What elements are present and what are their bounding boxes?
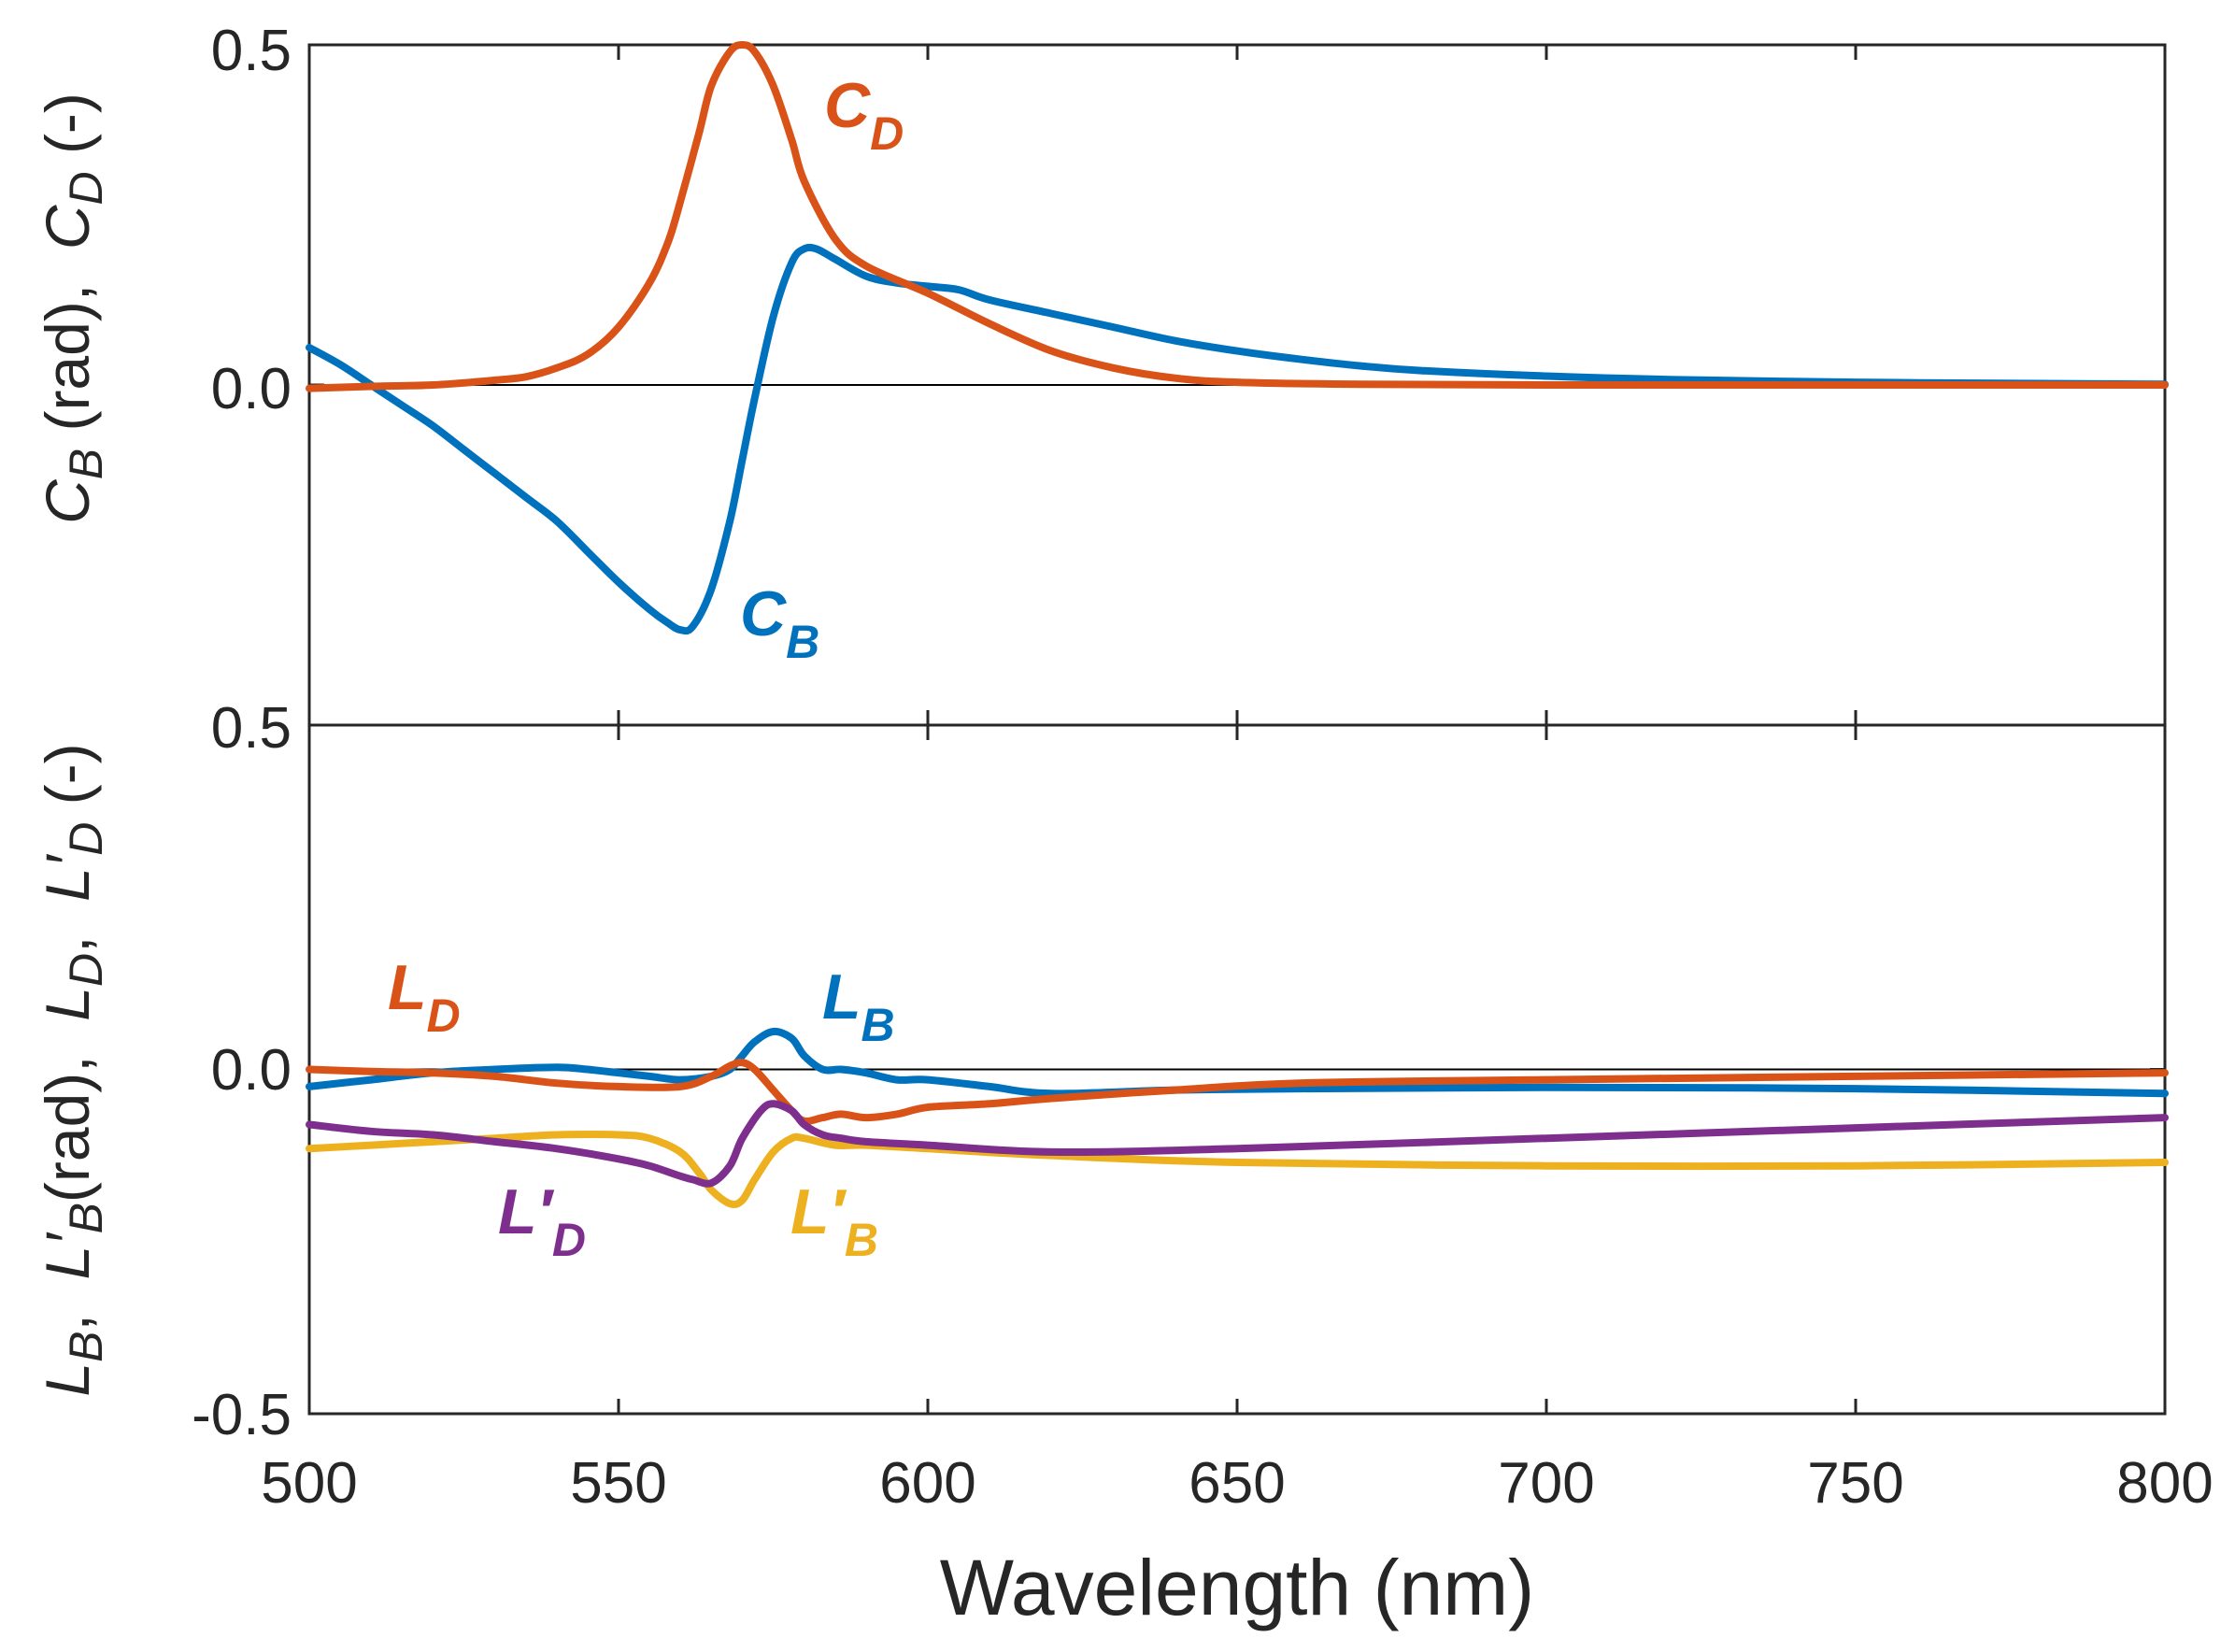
bottom-ylabel-lb-sub: B <box>60 1332 112 1362</box>
label-lpd-main: L′ <box>498 1176 555 1247</box>
bottom-ylabel: LB, L′B(rad), LD, L′D (-) <box>33 743 112 1396</box>
top-ylabel-cd-sub: D <box>60 171 112 205</box>
label-lpd-sub: D <box>552 1214 586 1266</box>
top-ylabel-cb-main: C <box>33 478 102 524</box>
panel-top: 0.5 0.0 CB (rad), CD (-) CD CB <box>33 19 2169 727</box>
panel-top-series <box>306 41 2169 635</box>
label-lpb-main: L′ <box>790 1176 847 1247</box>
bottom-ylabel-ld-sub: D <box>60 953 112 987</box>
series-line-lp-b <box>306 1131 2169 1209</box>
label-lb-sub: B <box>861 999 895 1051</box>
xtick-label-500: 500 <box>261 1451 357 1516</box>
label-cb-main: C <box>740 578 787 649</box>
x-axis-title: Wavelength (nm) <box>940 1544 1534 1631</box>
xtick-label-650: 650 <box>1189 1451 1285 1516</box>
label-lpb: L′B <box>790 1176 878 1266</box>
top-ylabel: CB (rad), CD (-) <box>33 93 112 524</box>
bottom-ylabel-ld-main: L <box>33 987 102 1021</box>
label-lb: LB <box>822 961 895 1051</box>
top-ytick-label-0.5: 0.5 <box>211 19 292 83</box>
bottom-ylabel-lpd-main: L′ <box>33 853 102 902</box>
label-cb-sub: B <box>786 616 819 668</box>
bottom-ylabel-lpd-sub: D <box>60 822 112 856</box>
bottom-ylabel-lpb-sub: B <box>60 1203 112 1233</box>
top-ylabel-cb-sub: B <box>60 449 112 479</box>
panel-top-ticks <box>307 43 2167 725</box>
label-lb-main: L <box>822 961 861 1032</box>
bottom-ytick-label-0.5: 0.5 <box>211 696 292 761</box>
panel-bottom: 0.5 0.0 -0.5 500 550 600 650 700 750 800… <box>33 696 2214 1631</box>
panel-bottom-series <box>306 1027 2169 1209</box>
bottom-ytick-label-0.0: 0.0 <box>211 1038 292 1103</box>
top-ylabel-cb-unit: (rad), <box>33 249 102 449</box>
bottom-ylabel-lb-main: L <box>33 1362 102 1397</box>
series-line-l-b <box>306 1027 2169 1098</box>
bottom-ylabel-sep1: , <box>33 1280 102 1332</box>
bottom-ylabel-lpb-main: L′ <box>33 1232 102 1280</box>
label-cd: CD <box>824 70 904 160</box>
label-cd-main: C <box>824 70 871 141</box>
bottom-ylabel-unit: (-) <box>33 743 102 821</box>
label-cb: CB <box>740 578 819 668</box>
xtick-label-700: 700 <box>1498 1451 1594 1516</box>
label-lpb-sub: B <box>845 1214 878 1266</box>
series-line-c-b <box>306 243 2169 635</box>
label-lpd: L′D <box>498 1176 586 1266</box>
label-ld: LD <box>388 952 461 1042</box>
label-cd-sub: D <box>870 107 904 160</box>
xtick-label-550: 550 <box>570 1451 666 1516</box>
xtick-label-750: 750 <box>1807 1451 1903 1516</box>
bottom-ylabel-sep2: , <box>33 902 102 953</box>
top-ylabel-cd-unit: (-) <box>33 93 102 171</box>
xtick-label-600: 600 <box>879 1451 975 1516</box>
top-ytick-label-0.0: 0.0 <box>211 357 292 421</box>
label-ld-main: L <box>388 952 427 1023</box>
label-ld-sub: D <box>427 990 461 1042</box>
xtick-label-800: 800 <box>2116 1451 2213 1516</box>
top-ylabel-cd-main: C <box>33 204 102 249</box>
series-line-lp-d <box>306 1100 2169 1188</box>
bottom-ylabel-unit-rad: (rad), <box>33 1021 102 1203</box>
bottom-ytick-label-neg0.5: -0.5 <box>192 1383 292 1447</box>
series-line-c-d <box>306 41 2169 392</box>
series-line-l-d <box>306 1058 2169 1126</box>
